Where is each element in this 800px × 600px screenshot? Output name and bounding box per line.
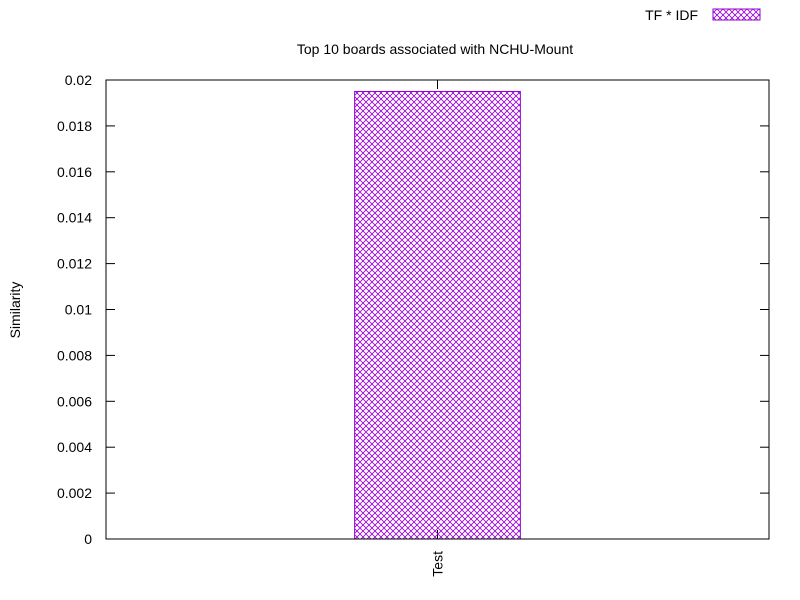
y-tick-label: 0.002 bbox=[57, 485, 92, 501]
x-tick-label: Test bbox=[430, 551, 446, 577]
bar-test bbox=[354, 90, 521, 540]
bar-series bbox=[354, 90, 521, 540]
y-tick-label: 0.018 bbox=[57, 118, 92, 134]
y-tick-label: 0.006 bbox=[57, 393, 92, 409]
y-tick-label: 0.014 bbox=[57, 210, 92, 226]
chart-title: Top 10 boards associated with NCHU-Mount bbox=[297, 41, 573, 57]
y-tick-label: 0.02 bbox=[65, 72, 92, 88]
y-tick-label: 0.012 bbox=[57, 256, 92, 272]
y-tick-label: 0.008 bbox=[57, 347, 92, 363]
y-tick-label: 0.016 bbox=[57, 164, 92, 180]
y-tick-label: 0.004 bbox=[57, 439, 92, 455]
legend-swatch bbox=[712, 8, 761, 21]
y-tick-label: 0 bbox=[84, 531, 92, 547]
y-tick-label: 0.01 bbox=[65, 302, 92, 318]
legend: TF * IDF bbox=[645, 7, 761, 23]
legend-label: TF * IDF bbox=[645, 7, 698, 23]
plot-frame bbox=[105, 79, 770, 540]
y-axis-ticks: 0 0.002 0.004 0.006 0.008 0.01 0.012 0.014 0.016… bbox=[57, 72, 769, 547]
y-axis-label: Similarity bbox=[7, 282, 23, 339]
